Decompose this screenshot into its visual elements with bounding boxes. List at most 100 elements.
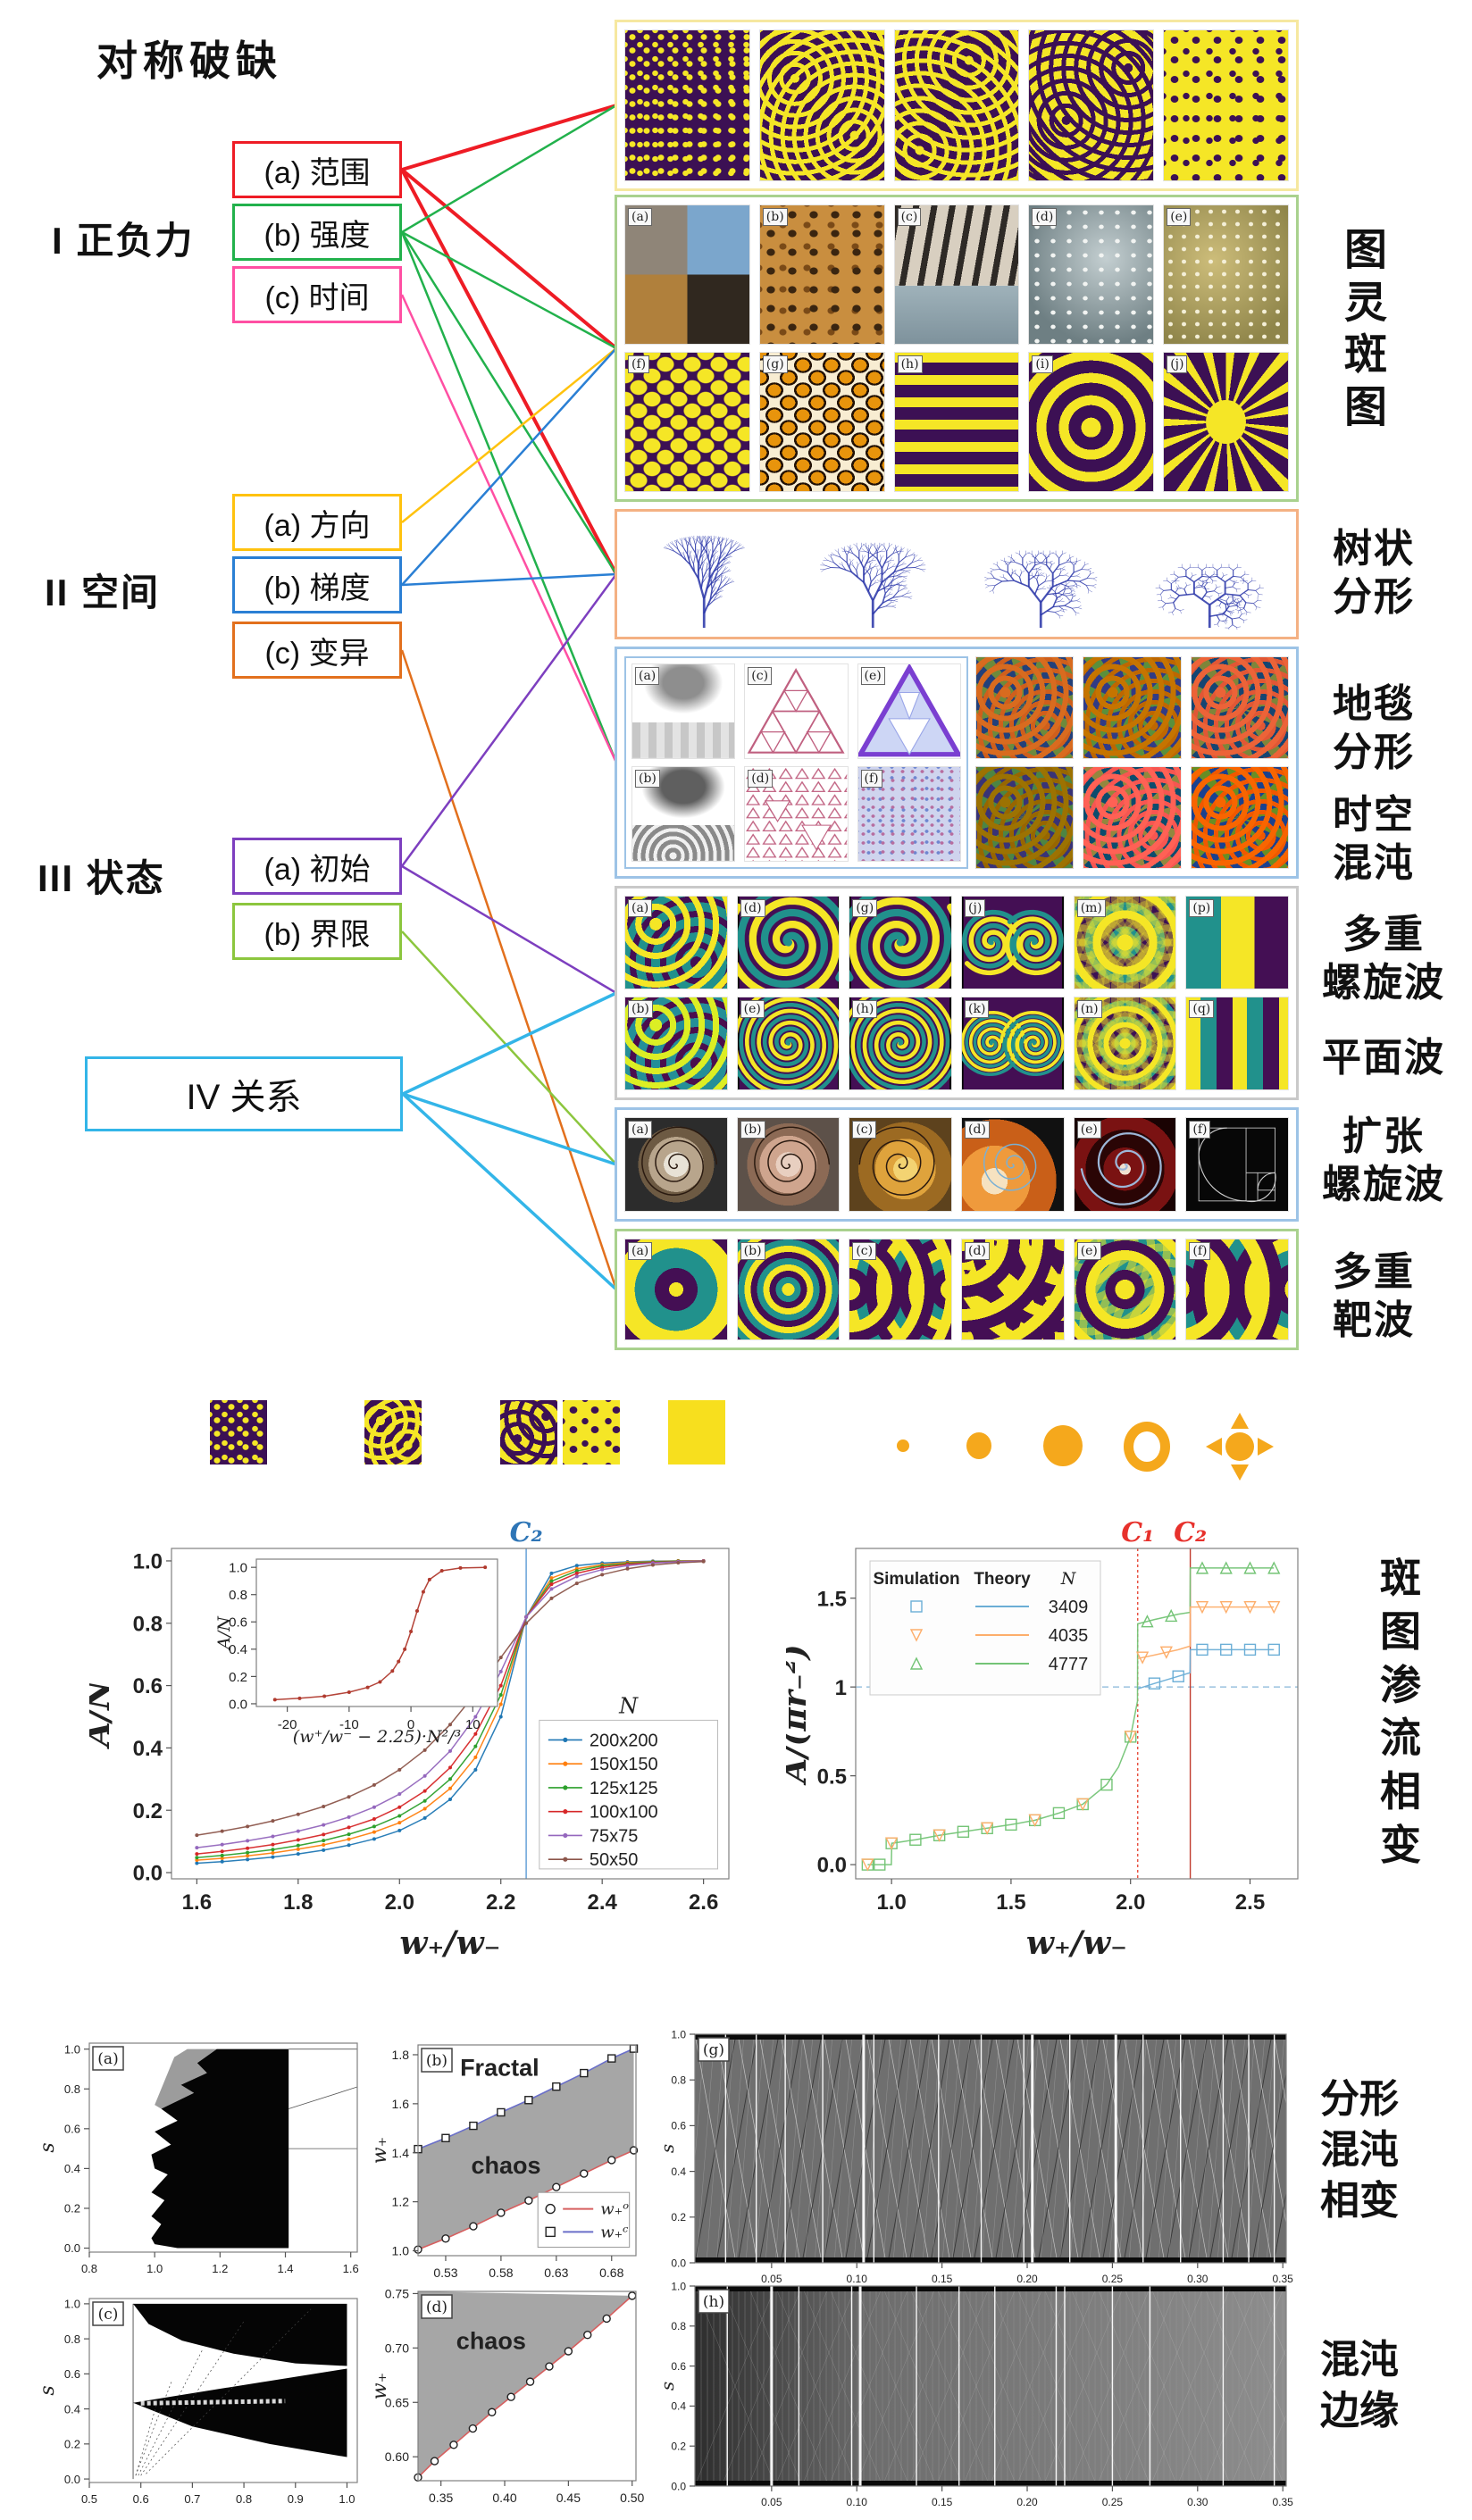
label-turing-patterns: 图 灵 斑 图 [1344, 227, 1390, 431]
tile-chip: (d) [965, 1242, 990, 1261]
svg-text:10: 10 [465, 1717, 481, 1732]
svg-text:0.63: 0.63 [544, 2265, 568, 2280]
svg-text:(c): (c) [98, 2306, 119, 2324]
tile-chip: (f) [1189, 1121, 1211, 1139]
label-carpet-fractal: 地毯 分形 [1333, 682, 1415, 774]
panel-target-waves: (a) (b) (c) (d) (e) (f) [615, 1229, 1299, 1350]
ring-icon [1124, 1422, 1170, 1472]
svg-text:50x50: 50x50 [590, 1850, 639, 1870]
svg-text:chaos: chaos [456, 2328, 526, 2355]
svg-text:0.8: 0.8 [81, 2262, 97, 2275]
node-boundary: (b) 界限 [232, 903, 402, 960]
svg-text:N: N [1060, 1569, 1077, 1589]
double-spiral-tile: (k) [961, 997, 1065, 1090]
svg-text:s: s [657, 2144, 678, 2153]
droplet-icon-small [897, 1439, 909, 1452]
tile-chip: (e) [1076, 1121, 1101, 1139]
pattern-tile-j: (j) [1163, 352, 1289, 492]
tile-chip: (i) [1032, 355, 1053, 374]
tile-chip: (f) [860, 770, 882, 789]
svg-text:Simulation: Simulation [873, 1570, 959, 1589]
svg-text:1.0: 1.0 [64, 2298, 80, 2311]
fine-spiral-tile: (h) [849, 997, 953, 1090]
turing-sim-tile [758, 29, 885, 181]
bifurcation-a-chart: 0.8 1.0 1.2 1.4 1.6 0.0 0.2 0.4 0.6 0.8 1.0 s (a) [37, 2042, 359, 2275]
phase-thumb-uniform [668, 1400, 725, 1464]
svg-text:0.5: 0.5 [817, 1765, 847, 1789]
node-range: (a) 范围 [232, 141, 402, 198]
panel-carpet-fractals: (a) (c) (e) (b) (d) (f) [615, 647, 1299, 879]
svg-text:0.8: 0.8 [671, 2074, 686, 2087]
node-direction: (a) 方向 [232, 494, 402, 551]
tile-chip: (a) [628, 1242, 653, 1261]
target-wave-tile: (e) [1073, 1239, 1177, 1340]
svg-text:0.9: 0.9 [288, 2492, 304, 2506]
svg-text:0.4: 0.4 [64, 2162, 80, 2175]
tile-chip: (e) [1167, 208, 1192, 227]
photo-tile-c: (c) [893, 204, 1020, 345]
svg-text:0.4: 0.4 [133, 1737, 163, 1761]
svg-text:1.8: 1.8 [392, 2048, 410, 2062]
sierpinski-tile-c: (c) [744, 663, 849, 759]
svg-text:0.6: 0.6 [671, 2360, 686, 2373]
svg-text:3409: 3409 [1049, 1598, 1089, 1617]
section-label-edge-of-chaos: 混沌 边缘 [1320, 2338, 1399, 2433]
svg-text:w₊/w₋: w₊/w₋ [399, 1924, 500, 1962]
tile-chip: (d) [740, 899, 765, 918]
tile-chip: (f) [1189, 1242, 1211, 1261]
tile-chip: (m) [1076, 899, 1106, 918]
svg-text:0.8: 0.8 [64, 2332, 80, 2346]
ammonite-tile: (c) [849, 1117, 953, 1212]
svg-text:0.35: 0.35 [1273, 2273, 1293, 2285]
turing-sim-tile [1163, 29, 1289, 181]
svg-text:1.2: 1.2 [212, 2262, 228, 2275]
svg-text:0.30: 0.30 [1187, 2273, 1209, 2285]
pattern-tile-f: (f) [624, 352, 750, 492]
plane-wave-tile: (q) [1185, 997, 1290, 1090]
phase-thumb-spots [210, 1400, 267, 1464]
tile-chip: (k) [965, 1000, 990, 1019]
edge-of-chaos-h-chart: 0.05 0.10 0.15 0.20 0.25 0.30 0.35 0.0 0.2 0.4 0.6… [657, 2280, 1293, 2508]
tile-chip: (e) [1076, 1242, 1101, 1261]
node-initial: (a) 初始 [232, 838, 402, 895]
tile-chip: (b) [635, 770, 660, 789]
label-spatiotemporal-chaos: 时空 混沌 [1333, 793, 1415, 885]
svg-text:0: 0 [407, 1717, 414, 1732]
tile-chip: (e) [860, 667, 885, 686]
tile-chip: (b) [740, 1242, 765, 1261]
svg-text:2.4: 2.4 [587, 1890, 617, 1915]
svg-text:s: s [37, 2385, 59, 2395]
svg-text:0.8: 0.8 [236, 2492, 252, 2506]
chaos-tile [1190, 656, 1289, 759]
cone-fractal-tile-e: (e) [857, 663, 961, 759]
svg-text:0.70: 0.70 [385, 2341, 409, 2355]
pattern-tile-h: (h) [893, 352, 1020, 492]
fractal-chaos-g-chart: 0.05 0.10 0.15 0.20 0.25 0.30 0.35 0.0 0.2 0.4 0.6… [657, 2028, 1293, 2285]
fine-spiral-tile: (e) [736, 997, 841, 1090]
svg-text:0.53: 0.53 [433, 2265, 457, 2280]
node-relation: IV 关系 [85, 1056, 403, 1131]
svg-text:1: 1 [835, 1676, 847, 1700]
svg-text:chaos: chaos [471, 2152, 540, 2179]
svg-text:0.2: 0.2 [671, 2211, 686, 2224]
label-multi-spiral-waves: 多重 螺旋波 [1322, 913, 1445, 1005]
svg-text:0.30: 0.30 [1187, 2496, 1209, 2508]
svg-text:(h): (h) [703, 2293, 724, 2311]
tile-chip: (e) [740, 1000, 765, 1019]
photo-tile-d: (d) [1028, 204, 1155, 345]
svg-text:75x75: 75x75 [590, 1826, 639, 1846]
svg-text:4035: 4035 [1049, 1626, 1089, 1646]
group-label-state: III 状态 [38, 857, 165, 899]
group-label-forces: I 正负力 [52, 220, 195, 262]
group-label-space: II 空间 [45, 572, 161, 613]
svg-text:2.2: 2.2 [486, 1890, 515, 1915]
svg-text:0.10: 0.10 [847, 2273, 868, 2285]
svg-text:1.2: 1.2 [392, 2195, 410, 2209]
phase-thumb-labyrinth [364, 1400, 422, 1464]
svg-text:0.2: 0.2 [64, 2438, 80, 2451]
panel-expanding-spirals: (a) (b) (c) (d) (e) (f) [615, 1107, 1299, 1222]
flower-wave-tile: (n) [1073, 997, 1177, 1090]
svg-text:1.0: 1.0 [339, 2492, 355, 2506]
percolation-area-chart: C₁ C₂1.0 1.5 2.0 2.50.00.511.5w₊/w₋A/(πr₋²)S… [786, 1518, 1299, 1962]
svg-text:0.05: 0.05 [761, 2496, 782, 2508]
